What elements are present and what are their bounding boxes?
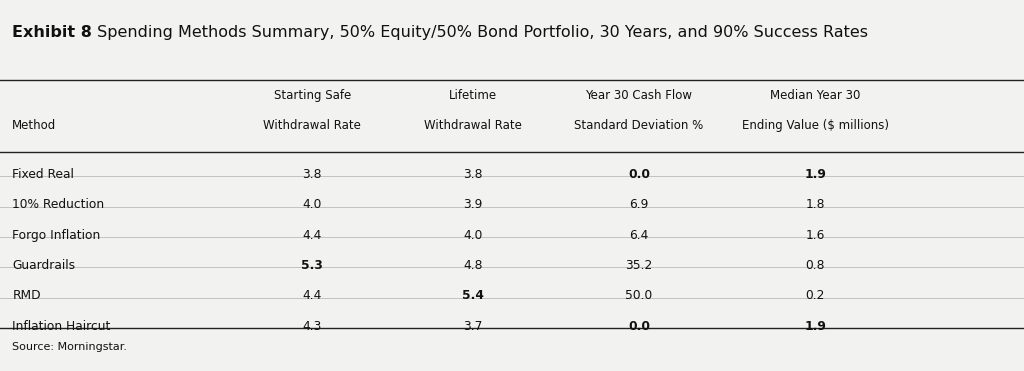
- Text: 1.8: 1.8: [805, 198, 825, 211]
- Text: RMD: RMD: [12, 289, 41, 302]
- Text: Starting Safe: Starting Safe: [273, 89, 351, 102]
- Text: 0.8: 0.8: [805, 259, 825, 272]
- Text: 4.3: 4.3: [303, 320, 322, 333]
- Text: 4.4: 4.4: [303, 229, 322, 242]
- Text: 5.3: 5.3: [301, 259, 324, 272]
- Text: Withdrawal Rate: Withdrawal Rate: [424, 119, 522, 132]
- Text: 0.0: 0.0: [628, 320, 650, 333]
- Text: Median Year 30: Median Year 30: [770, 89, 860, 102]
- Text: 3.9: 3.9: [464, 198, 482, 211]
- Text: 4.0: 4.0: [303, 198, 322, 211]
- Text: 1.6: 1.6: [806, 229, 824, 242]
- Text: 3.7: 3.7: [464, 320, 482, 333]
- Text: 35.2: 35.2: [626, 259, 652, 272]
- Text: 3.8: 3.8: [463, 168, 483, 181]
- Text: 3.8: 3.8: [302, 168, 323, 181]
- Text: Withdrawal Rate: Withdrawal Rate: [263, 119, 361, 132]
- Text: 1.9: 1.9: [804, 320, 826, 333]
- Text: 6.9: 6.9: [630, 198, 648, 211]
- Text: 10% Reduction: 10% Reduction: [12, 198, 104, 211]
- Text: 4.4: 4.4: [303, 289, 322, 302]
- Text: 0.0: 0.0: [628, 168, 650, 181]
- Text: Year 30 Cash Flow: Year 30 Cash Flow: [586, 89, 692, 102]
- Text: Ending Value ($ millions): Ending Value ($ millions): [741, 119, 889, 132]
- Text: 6.4: 6.4: [630, 229, 648, 242]
- Text: Inflation Haircut: Inflation Haircut: [12, 320, 111, 333]
- Text: 50.0: 50.0: [626, 289, 652, 302]
- Text: 0.2: 0.2: [806, 289, 824, 302]
- Text: Lifetime: Lifetime: [450, 89, 497, 102]
- Text: 5.4: 5.4: [462, 289, 484, 302]
- Text: Exhibit 8: Exhibit 8: [12, 25, 92, 40]
- Text: Fixed Real: Fixed Real: [12, 168, 74, 181]
- Text: Method: Method: [12, 119, 56, 132]
- Text: 4.8: 4.8: [463, 259, 483, 272]
- Text: Spending Methods Summary, 50% Equity/50% Bond Portfolio, 30 Years, and 90% Succe: Spending Methods Summary, 50% Equity/50%…: [92, 25, 868, 40]
- Text: Standard Deviation %: Standard Deviation %: [574, 119, 703, 132]
- Text: Source: Morningstar.: Source: Morningstar.: [12, 342, 127, 352]
- Text: 1.9: 1.9: [804, 168, 826, 181]
- Text: Forgo Inflation: Forgo Inflation: [12, 229, 100, 242]
- Text: Guardrails: Guardrails: [12, 259, 76, 272]
- Text: 4.0: 4.0: [464, 229, 482, 242]
